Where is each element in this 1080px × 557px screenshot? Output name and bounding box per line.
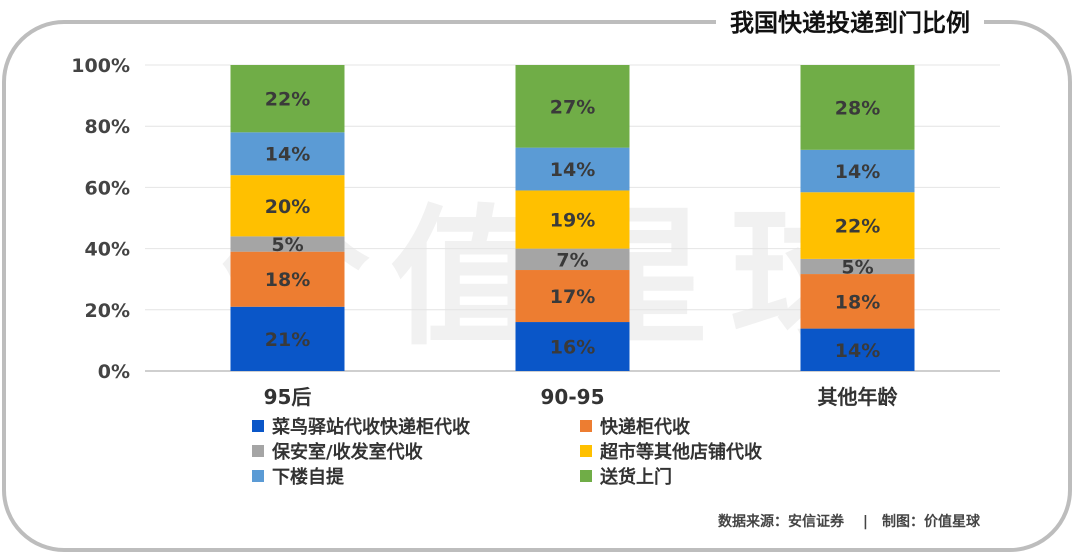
y-tick-label: 40% bbox=[85, 239, 130, 261]
data-label: 18% bbox=[265, 269, 310, 291]
legend-item: 菜鸟驿站代收快递柜代收 bbox=[252, 416, 470, 438]
legend-label: 保安室/收发室代收 bbox=[271, 441, 423, 463]
data-label: 20% bbox=[265, 196, 310, 218]
x-tick-label: 其他年龄 bbox=[818, 385, 899, 409]
bar-segment bbox=[515, 322, 630, 371]
data-label: 5% bbox=[841, 256, 873, 278]
bar-segment bbox=[800, 149, 915, 193]
legend-swatch bbox=[580, 445, 592, 457]
legend-label: 菜鸟驿站代收快递柜代收 bbox=[271, 416, 470, 438]
bar-segment bbox=[800, 258, 915, 275]
bar-segment bbox=[515, 270, 630, 323]
source-note: 数据来源：安信证券 | 制图：价值星球 bbox=[718, 514, 980, 530]
legend-label: 送货上门 bbox=[599, 466, 672, 488]
data-label: 5% bbox=[271, 234, 303, 256]
bar-segment bbox=[515, 248, 630, 271]
bar-segment bbox=[230, 132, 345, 176]
y-tick-label: 0% bbox=[98, 361, 130, 383]
bar-segment bbox=[230, 175, 345, 237]
y-tick-label: 100% bbox=[71, 55, 130, 77]
data-label: 18% bbox=[835, 291, 880, 313]
data-label: 19% bbox=[550, 210, 595, 232]
data-label: 14% bbox=[835, 161, 880, 183]
bar-segment bbox=[800, 192, 915, 259]
legend-swatch bbox=[252, 445, 264, 457]
legend-swatch bbox=[252, 470, 264, 482]
bar-segment bbox=[800, 328, 915, 371]
x-tick-label: 95后 bbox=[264, 385, 312, 409]
data-label: 14% bbox=[835, 340, 880, 362]
y-tick-label: 80% bbox=[85, 116, 130, 138]
legend-item: 保安室/收发室代收 bbox=[252, 441, 423, 463]
legend-swatch bbox=[580, 470, 592, 482]
legend-item: 超市等其他店铺代收 bbox=[580, 441, 762, 463]
data-label: 7% bbox=[556, 249, 588, 271]
data-label: 21% bbox=[265, 329, 310, 351]
data-label: 16% bbox=[550, 337, 595, 359]
data-label: 27% bbox=[550, 96, 595, 118]
data-label: 28% bbox=[835, 97, 880, 119]
bar-segment bbox=[800, 274, 915, 329]
legend-swatch bbox=[252, 420, 264, 432]
y-tick-label: 20% bbox=[85, 300, 130, 322]
legend-label: 下楼自提 bbox=[272, 466, 345, 488]
y-tick-label: 60% bbox=[85, 177, 130, 199]
bar-segment bbox=[230, 306, 345, 371]
bar-segment bbox=[230, 236, 345, 252]
bar-segment bbox=[230, 251, 345, 307]
data-label: 22% bbox=[835, 216, 880, 238]
legend-item: 快递柜代收 bbox=[580, 416, 690, 438]
bar-segment bbox=[515, 65, 630, 148]
data-label: 14% bbox=[265, 144, 310, 166]
legend-label: 超市等其他店铺代收 bbox=[600, 441, 762, 463]
bar-segment bbox=[515, 190, 630, 249]
bar-segment bbox=[515, 147, 630, 191]
legend-swatch bbox=[580, 420, 592, 432]
legend-item: 下楼自提 bbox=[252, 466, 345, 488]
bar-segment bbox=[230, 65, 345, 133]
data-label: 17% bbox=[550, 286, 595, 308]
bar-segment bbox=[800, 65, 915, 150]
data-label: 22% bbox=[265, 89, 310, 111]
chart-title: 我国快递投递到门比例 bbox=[716, 6, 984, 40]
x-tick-label: 90-95 bbox=[541, 385, 605, 409]
legend-item: 送货上门 bbox=[580, 466, 672, 488]
data-label: 14% bbox=[550, 159, 595, 181]
legend-label: 快递柜代收 bbox=[600, 416, 690, 438]
